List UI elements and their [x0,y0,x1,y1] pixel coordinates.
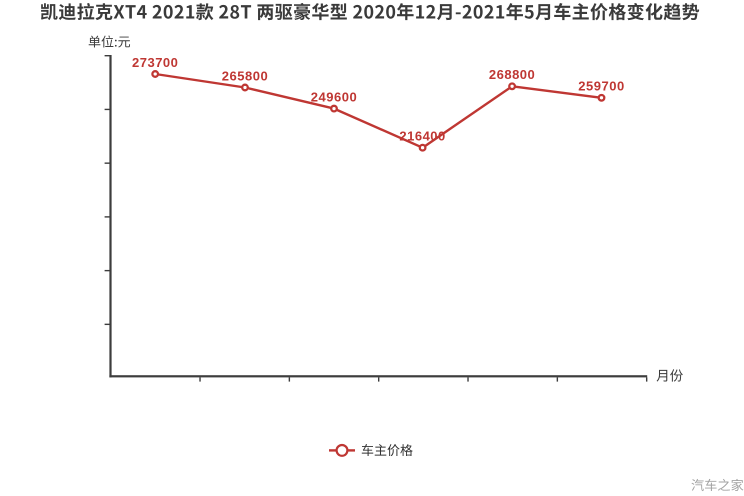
svg-text:259700: 259700 [578,79,624,94]
svg-text:268800: 268800 [489,67,535,82]
svg-text:265800: 265800 [222,68,268,83]
svg-text:273700: 273700 [132,55,178,70]
svg-text:249600: 249600 [311,89,357,104]
svg-text:216400: 216400 [399,129,445,144]
